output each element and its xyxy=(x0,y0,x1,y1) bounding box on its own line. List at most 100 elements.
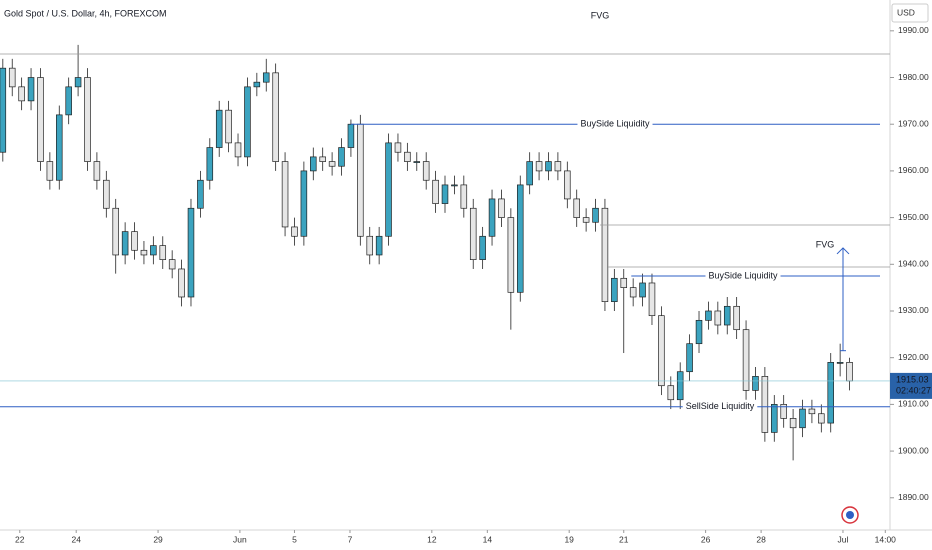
event-icon-inner xyxy=(846,511,854,519)
x-tick-label: 19 xyxy=(564,534,574,544)
candle-body xyxy=(84,77,91,162)
candle-body xyxy=(554,161,562,172)
label-bg xyxy=(682,400,758,413)
candle-body xyxy=(676,371,684,401)
candle-body xyxy=(253,81,261,88)
y-tick-label: 1920.00 xyxy=(898,352,929,362)
x-tick-label: 29 xyxy=(153,534,163,544)
candle-body xyxy=(206,147,214,181)
liquidity-label: BuySide Liquidity xyxy=(708,270,778,280)
x-tick-label: 12 xyxy=(427,534,437,544)
candle-body xyxy=(394,142,402,153)
candle-body xyxy=(460,184,468,209)
candle-body xyxy=(648,282,656,317)
label-bg xyxy=(705,269,781,282)
candle-body xyxy=(846,362,853,382)
candle-body xyxy=(827,362,834,424)
candle-body xyxy=(300,170,308,237)
candle-body xyxy=(451,184,458,187)
candle-body xyxy=(601,207,609,303)
candle-body xyxy=(310,156,317,172)
y-tick-label: 1890.00 xyxy=(898,492,929,502)
marks xyxy=(0,44,853,461)
candle-body xyxy=(545,161,552,172)
candle-body xyxy=(723,305,731,326)
candle-body xyxy=(0,67,7,153)
candle-body xyxy=(18,86,25,102)
candle-body xyxy=(291,226,298,237)
fvg-label: FVG xyxy=(591,10,610,20)
x-tick-label: Jul xyxy=(838,534,849,544)
candle-body xyxy=(272,72,279,162)
last-price-tag xyxy=(890,372,932,399)
candle-body xyxy=(639,282,646,298)
candle-body xyxy=(375,235,383,256)
candle-body xyxy=(281,161,289,228)
countdown: 02:40:27 xyxy=(896,385,931,395)
candle-body xyxy=(347,123,355,148)
candle-body xyxy=(516,184,524,293)
candle-body xyxy=(573,198,580,218)
y-tick-label: 1900.00 xyxy=(898,445,929,455)
candle-body xyxy=(131,231,138,251)
x-tick-label: 5 xyxy=(292,534,297,544)
candle-body xyxy=(752,376,759,391)
candle-body xyxy=(667,385,675,401)
y-tick-label: 1940.00 xyxy=(898,259,929,269)
candle-body xyxy=(65,86,72,116)
currency-box[interactable] xyxy=(891,3,929,23)
candle-body xyxy=(150,245,157,256)
candle-body xyxy=(742,329,750,391)
y-tick-label: 1990.00 xyxy=(898,25,929,35)
x-tick-label: 14 xyxy=(483,534,493,544)
candle-body xyxy=(526,161,533,186)
candle-body xyxy=(338,147,345,167)
y-tick-label: 1970.00 xyxy=(898,118,929,128)
candle-body xyxy=(488,198,496,237)
candle-body xyxy=(46,161,54,181)
candle-body xyxy=(629,287,637,298)
candle-body xyxy=(507,217,515,293)
candle-body xyxy=(56,114,63,181)
candle-body xyxy=(705,310,712,321)
candle-body xyxy=(441,184,449,204)
candle-body xyxy=(244,86,251,158)
x-tick-label: 22 xyxy=(15,534,25,544)
x-tick-label: 26 xyxy=(701,534,711,544)
x-tick-label: Jun xyxy=(233,534,247,544)
candle-body xyxy=(695,319,703,345)
y-tick-label: 1980.00 xyxy=(898,72,929,82)
y-tick-label: 1910.00 xyxy=(898,399,929,409)
candle-body xyxy=(103,179,110,209)
liquidity-label: SellSide Liquidity xyxy=(686,401,755,411)
currency: USD xyxy=(897,7,915,17)
label-bg xyxy=(577,118,653,131)
candle-body xyxy=(112,207,119,256)
candle-body xyxy=(413,161,421,163)
candle-body xyxy=(37,77,44,162)
candle-body xyxy=(385,142,392,237)
candle-body xyxy=(366,235,374,256)
candle-body xyxy=(799,408,806,429)
candle-body xyxy=(592,207,599,223)
candle-body xyxy=(620,277,628,288)
candle-body xyxy=(761,376,769,433)
last-price-label: 1915.03 xyxy=(896,374,929,384)
candle-body xyxy=(234,142,242,158)
x-tick-label: 7 xyxy=(348,534,353,544)
candle-body xyxy=(611,277,618,303)
candle-body xyxy=(780,404,787,419)
candle-body xyxy=(187,207,195,298)
y-tick-label: 1930.00 xyxy=(898,305,929,315)
chart-title: Gold Spot / U.S. Dollar, 4h, FOREXCOM xyxy=(4,8,167,18)
candle-body xyxy=(564,170,571,200)
fvg-arrow-head xyxy=(836,247,850,255)
candle-body xyxy=(818,413,825,424)
candle-body xyxy=(404,151,411,162)
candle-body xyxy=(733,305,740,331)
x-tick-label: 21 xyxy=(619,534,629,544)
candle-body xyxy=(535,161,543,172)
candle-body xyxy=(469,207,477,260)
x-tick-label: 28 xyxy=(756,534,766,544)
